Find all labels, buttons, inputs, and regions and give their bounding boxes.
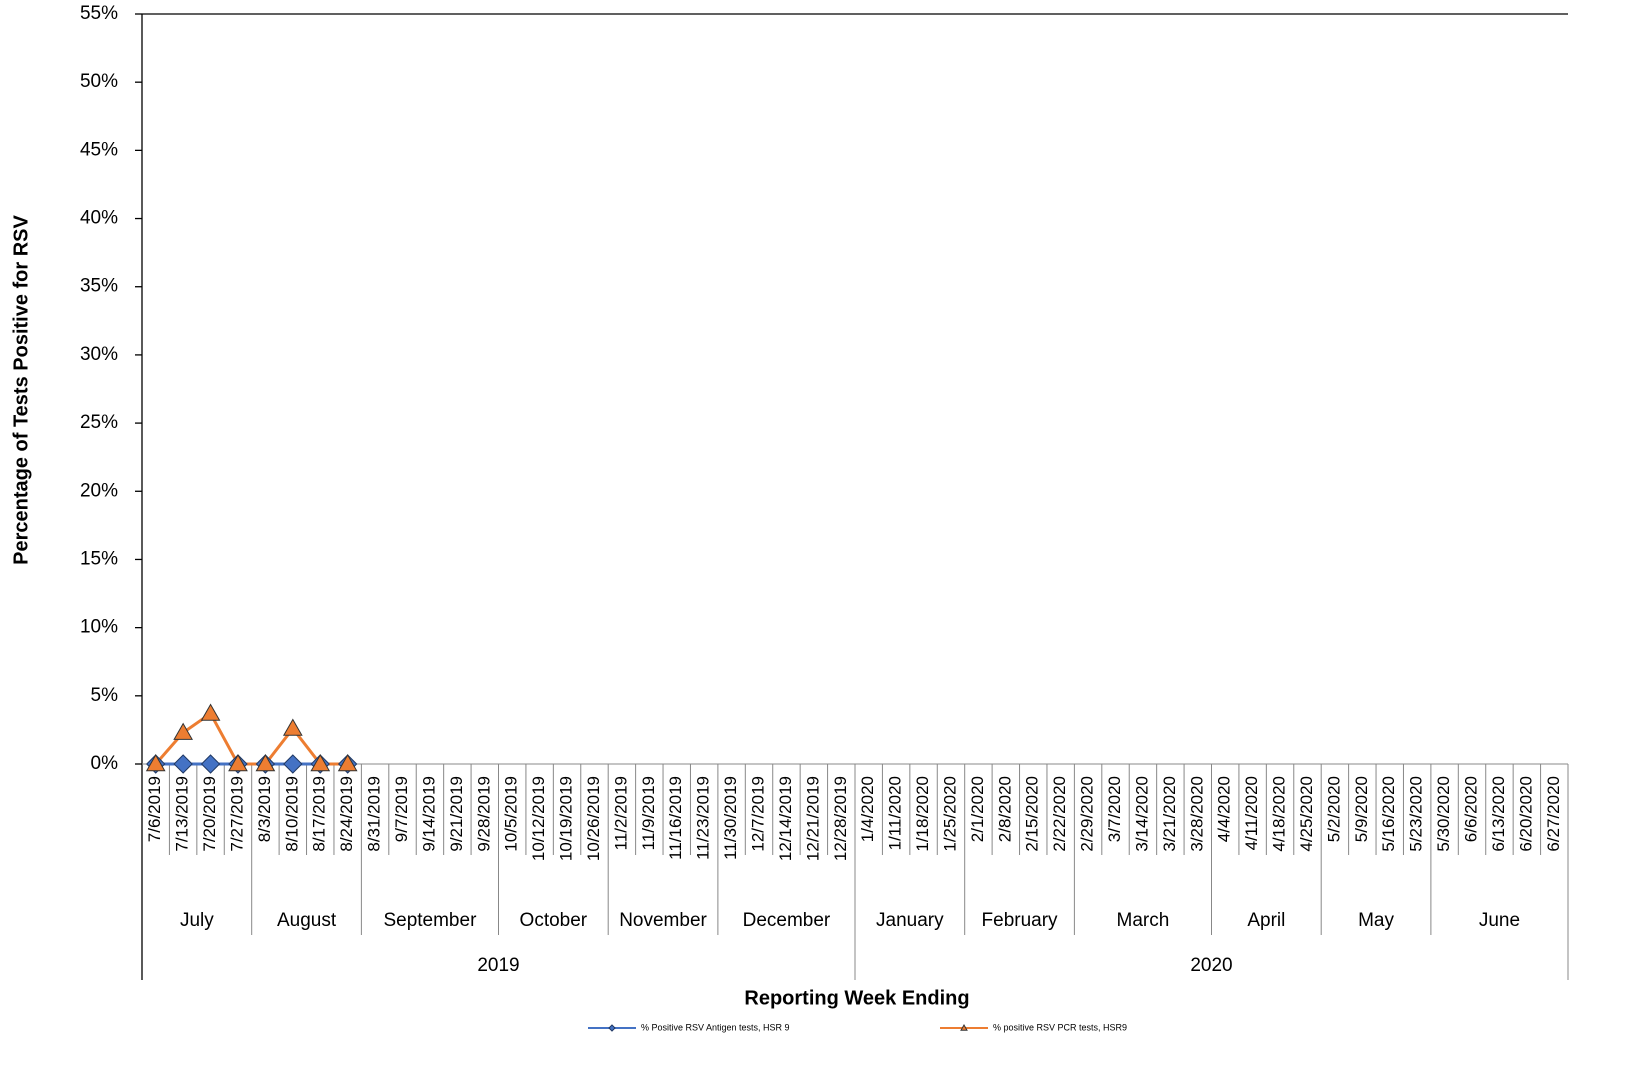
- x-tick-label: 12/28/2019: [831, 776, 850, 861]
- x-tick-label: 8/31/2019: [365, 776, 384, 852]
- month-label: October: [520, 910, 588, 931]
- x-tick-label: 11/30/2019: [721, 776, 740, 860]
- x-tick-label: 10/12/2019: [529, 776, 548, 861]
- x-tick-label: 2/15/2020: [1023, 776, 1042, 852]
- x-tick-label: 9/21/2019: [447, 776, 466, 852]
- marker-triangle: [255, 753, 276, 772]
- x-tick-label: 4/18/2020: [1270, 776, 1289, 852]
- y-tick-label: 50%: [80, 71, 118, 92]
- x-tick-label: 11/16/2019: [666, 776, 685, 860]
- x-tick-label: 6/13/2020: [1489, 776, 1508, 852]
- x-tick-label: 2/1/2020: [968, 776, 987, 842]
- x-tick-label: 3/21/2020: [1160, 776, 1179, 852]
- marker-triangle: [960, 1023, 968, 1031]
- marker-diamond: [200, 754, 221, 774]
- x-tick-label: 8/3/2019: [255, 776, 274, 842]
- year-label: 2020: [1190, 955, 1232, 976]
- x-tick-label: 1/18/2020: [913, 776, 932, 852]
- y-tick-label: 45%: [80, 139, 118, 160]
- y-tick-label: 20%: [80, 480, 118, 501]
- y-tick-label: 0%: [91, 753, 119, 774]
- x-tick-label: 9/28/2019: [474, 776, 493, 852]
- y-tick-label: 15%: [80, 548, 118, 569]
- x-tick-label: 1/4/2020: [858, 776, 877, 842]
- x-tick-label: 4/4/2020: [1215, 776, 1234, 842]
- x-tick-label: 1/25/2020: [940, 776, 959, 852]
- month-label: February: [982, 910, 1059, 931]
- x-tick-label: 2/8/2020: [995, 776, 1014, 842]
- month-label: September: [383, 910, 477, 931]
- month-label: June: [1479, 910, 1520, 931]
- x-tick-label: 10/19/2019: [557, 776, 576, 861]
- x-tick-label: 5/16/2020: [1379, 776, 1398, 852]
- month-label: March: [1117, 910, 1170, 931]
- x-tick-label: 10/5/2019: [502, 776, 521, 852]
- x-tick-label: 5/2/2020: [1324, 776, 1343, 842]
- month-label: May: [1358, 910, 1394, 931]
- x-tick-label: 3/14/2020: [1132, 776, 1151, 852]
- y-tick-label: 30%: [80, 344, 118, 365]
- x-tick-label: 5/30/2020: [1434, 776, 1453, 852]
- x-tick-label: 8/10/2019: [282, 776, 301, 852]
- marker-triangle: [145, 753, 166, 772]
- y-tick-label: 10%: [80, 617, 118, 638]
- marker-triangle: [310, 753, 331, 772]
- x-tick-label: 12/14/2019: [776, 776, 795, 861]
- x-tick-label: 6/20/2020: [1516, 776, 1535, 852]
- marker-diamond: [608, 1024, 616, 1032]
- x-tick-label: 7/13/2019: [173, 776, 192, 852]
- y-tick-label: 55%: [80, 3, 118, 24]
- y-axis-title: Percentage of Tests Positive for RSV: [10, 214, 32, 564]
- marker-triangle: [200, 703, 221, 721]
- x-tick-label: 6/6/2020: [1462, 776, 1481, 842]
- x-tick-label: 3/28/2020: [1187, 776, 1206, 852]
- y-tick-label: 25%: [80, 412, 118, 433]
- marker-triangle: [228, 753, 248, 772]
- x-tick-label: 3/7/2020: [1105, 776, 1124, 842]
- x-tick-label: 11/2/2019: [611, 776, 630, 850]
- legend-label: % Positive RSV Antigen tests, HSR 9: [641, 1022, 790, 1032]
- x-tick-label: 7/27/2019: [227, 776, 246, 852]
- marker-triangle: [337, 753, 358, 772]
- x-tick-label: 10/26/2019: [584, 776, 603, 861]
- marker-triangle: [173, 722, 193, 740]
- x-tick-label: 7/6/2019: [145, 776, 164, 842]
- x-tick-label: 7/20/2019: [200, 776, 219, 852]
- x-tick-label: 9/7/2019: [392, 776, 411, 842]
- y-tick-label: 35%: [80, 276, 118, 297]
- month-label: December: [743, 910, 831, 931]
- year-label: 2019: [477, 955, 519, 976]
- month-label: July: [180, 910, 214, 931]
- x-tick-label: 12/21/2019: [803, 776, 822, 861]
- x-tick-label: 1/11/2020: [886, 776, 905, 850]
- month-label: April: [1247, 910, 1285, 931]
- y-tick-label: 5%: [91, 685, 119, 706]
- marker-triangle: [282, 718, 303, 736]
- x-tick-label: 4/11/2020: [1242, 776, 1261, 850]
- x-tick-label: 5/9/2020: [1352, 776, 1371, 842]
- x-tick-label: 4/25/2020: [1297, 776, 1316, 852]
- marker-diamond: [283, 754, 303, 774]
- x-tick-label: 8/17/2019: [310, 776, 329, 852]
- x-tick-label: 12/7/2019: [749, 776, 768, 852]
- y-tick-label: 40%: [80, 208, 118, 229]
- x-tick-label: 2/29/2020: [1078, 776, 1097, 852]
- x-tick-label: 11/9/2019: [639, 776, 658, 850]
- x-tick-label: 2/22/2020: [1050, 776, 1069, 852]
- x-tick-label: 5/23/2020: [1407, 776, 1426, 852]
- month-label: November: [619, 910, 707, 931]
- x-tick-label: 11/23/2019: [694, 776, 713, 860]
- month-label: January: [876, 910, 944, 931]
- x-tick-label: 9/14/2019: [419, 776, 438, 852]
- x-tick-label: 6/27/2020: [1544, 776, 1563, 852]
- series-line: [154, 711, 348, 766]
- marker-diamond: [173, 754, 193, 774]
- x-tick-label: 8/24/2019: [337, 776, 356, 852]
- legend-label: % positive RSV PCR tests, HSR9: [993, 1022, 1127, 1032]
- month-label: August: [277, 910, 337, 931]
- x-axis-title: Reporting Week Ending: [744, 987, 969, 1009]
